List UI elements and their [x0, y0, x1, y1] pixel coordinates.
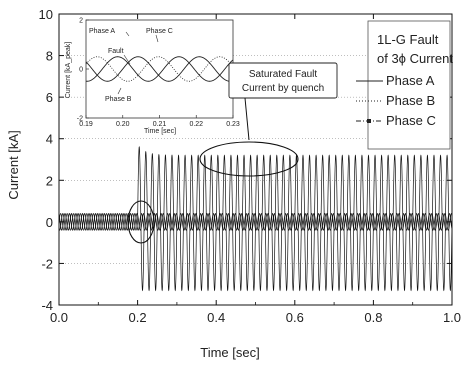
inset-arrow-b	[117, 87, 122, 95]
x-tick-label: 0.0	[50, 310, 68, 325]
y-tick-label: 4	[46, 132, 53, 147]
x-tick-label: 1.0	[443, 310, 461, 325]
x-tick-label: 0.2	[129, 310, 147, 325]
inset-y-tick-label: 0	[79, 67, 83, 74]
annotation-line1: Saturated Fault	[249, 69, 318, 80]
y-tick-label: 8	[46, 49, 53, 64]
y-tick-label: 10	[39, 7, 53, 22]
inset-annotation-phase-a: Phase A	[89, 28, 115, 35]
y-tick-label: 2	[46, 173, 53, 188]
inset-annotation-phase-b: Phase B	[105, 96, 132, 103]
inset-y-label: Current [kA_peak]	[65, 42, 72, 98]
inset-y-tick-label: 2	[79, 18, 83, 25]
inset-x-label: Time [sec]	[144, 128, 176, 135]
inset-x-tick-label: 0.23	[226, 121, 240, 128]
legend-marker-phase-c	[367, 119, 371, 123]
saturation-annotation: Saturated Fault Current by quench	[127, 62, 338, 244]
annotation-arrow	[244, 97, 250, 141]
y-tick-label: -4	[41, 298, 53, 313]
inset-x-tick-label: 0.20	[116, 121, 130, 128]
inset-arrow-fault	[123, 54, 131, 65]
inset-series-phase-b	[85, 56, 234, 82]
inset-frame	[85, 19, 234, 119]
inset-x-tick-label: 0.22	[189, 121, 203, 128]
inset-x-tick-label: 0.21	[153, 121, 167, 128]
y-tick-label: -2	[41, 256, 53, 271]
legend-box	[367, 20, 451, 150]
x-tick-label: 0.8	[364, 310, 382, 325]
y-tick-label: 0	[46, 215, 53, 230]
legend-title-line1: 1L-G Fault	[377, 32, 439, 47]
inset-y-tick-label: -2	[77, 116, 83, 123]
y-axis-label: Current [kA]	[6, 130, 21, 199]
legend-label-phase-a: Phase A	[386, 73, 435, 88]
inset-arrow-a	[125, 31, 130, 37]
legend-title-line2: of 3ϕ Current	[377, 51, 453, 66]
saturation-ellipse	[199, 141, 299, 177]
inset-series-phase-c	[85, 56, 234, 82]
inset-annotation-phase-c: Phase C	[146, 28, 173, 35]
x-tick-label: 0.6	[286, 310, 304, 325]
annotation-line2: Current by quench	[242, 83, 324, 94]
inset-x-tick-label: 0.19	[79, 121, 93, 128]
x-axis-label: Time [sec]	[200, 345, 259, 360]
y-tick-label: 6	[46, 90, 53, 105]
series-phase-a	[58, 146, 453, 292]
inset-arrow-c	[155, 34, 159, 43]
inset-series-group	[85, 56, 234, 82]
legend-label-phase-b: Phase B	[386, 93, 435, 108]
inset-annotation-fault: Fault	[108, 48, 124, 55]
inset-chart: 0.19 0.20 0.21 0.22 0.23 -2 0 2 Time [sec] Curr…	[65, 18, 240, 136]
inset-ticks: 0.19 0.20 0.21 0.22 0.23 -2 0 2	[77, 18, 240, 129]
inset-series-phase-a	[85, 56, 234, 82]
legend-label-phase-c: Phase C	[386, 113, 436, 128]
fault-onset-ellipse	[127, 200, 155, 244]
legend: 1L-G Fault of 3ϕ Current Phase A Phase B…	[356, 20, 453, 150]
annotation-box	[228, 62, 338, 99]
axis-ticks: 0.0 0.2 0.4 0.6 0.8 1.0 -4 -2 0 2 4 6 8 10	[39, 7, 462, 325]
series-group	[58, 146, 453, 292]
x-tick-label: 0.4	[207, 310, 225, 325]
